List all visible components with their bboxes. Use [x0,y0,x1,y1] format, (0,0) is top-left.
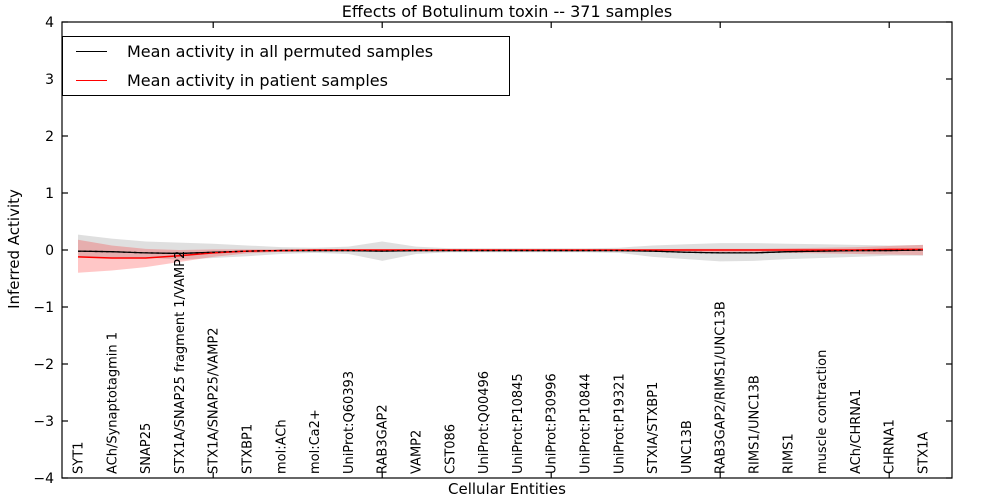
x-category-label: SNAP25 [139,423,154,474]
x-category-label: ACh/CHRNA1 [849,389,864,474]
chart-title: Effects of Botulinum toxin -- 371 sample… [341,2,673,21]
permuted-mean-line-dashes [77,249,924,255]
x-category-label: mol:Ca2+ [308,409,323,474]
x-category-label: RAB3GAP2 [376,404,391,474]
x-category-label: STXIA/STXBP1 [646,382,661,474]
y-tick-label: 2 [45,129,54,145]
x-category-label: muscle contraction [815,350,830,474]
x-category-label: CST086 [443,424,458,474]
x-axis-title: Cellular Entities [448,480,566,498]
y-tick-label: 4 [45,15,54,31]
legend-item-patient: Mean activity in patient samples [63,67,509,95]
y-tick-label: −4 [33,471,54,487]
confidence-band [78,234,923,262]
x-category-label: UniProt:P10844 [579,373,594,474]
legend-label-permuted: Mean activity in all permuted samples [127,42,434,61]
x-category-label: STX1A/SNAP25/VAMP2 [207,327,222,474]
legend-item-permuted: Mean activity in all permuted samples [63,38,509,66]
x-category-label: VAMP2 [410,430,425,474]
y-tick-label: 0 [45,243,54,259]
x-category-label: RIMS1 [781,433,796,474]
y-tick-label: 3 [45,72,54,88]
x-category-label: STX1A [917,432,932,474]
x-category-label: UniProt:P10845 [511,373,526,474]
y-tick-label: −2 [33,357,54,373]
x-category-label: UniProt:Q60393 [342,371,357,474]
y-tick-label: −3 [33,414,54,430]
x-category-label: RIMS1/UNC13B [748,375,763,474]
x-category-label: ACh/Synaptotagmin 1 [105,332,120,474]
y-tick-label: 1 [45,186,54,202]
x-category-label: CHRNA1 [883,419,898,474]
x-category-label: UNC13B [680,420,695,474]
x-category-label: SYT1 [72,442,87,474]
legend-line-sample-black [76,51,107,52]
x-category-label: RAB3GAP2/RIMS1/UNC13B [714,301,729,474]
legend-label-patient: Mean activity in patient samples [127,71,388,90]
x-category-label: UniProt:P30996 [545,373,560,474]
legend: Mean activity in all permuted samples Me… [62,36,510,96]
x-category-label: UniProt:P19321 [612,373,627,474]
y-tick-label: −1 [33,300,54,316]
x-category-label: UniProt:Q00496 [477,371,492,474]
legend-line-sample-red [76,80,107,81]
y-axis-title: Inferred Activity [5,189,23,309]
x-category-label: STXBP1 [241,424,256,474]
x-category-label: mol:ACh [274,419,289,474]
x-category-label: STX1A/SNAP25 fragment 1/VAMP2 [173,251,188,474]
